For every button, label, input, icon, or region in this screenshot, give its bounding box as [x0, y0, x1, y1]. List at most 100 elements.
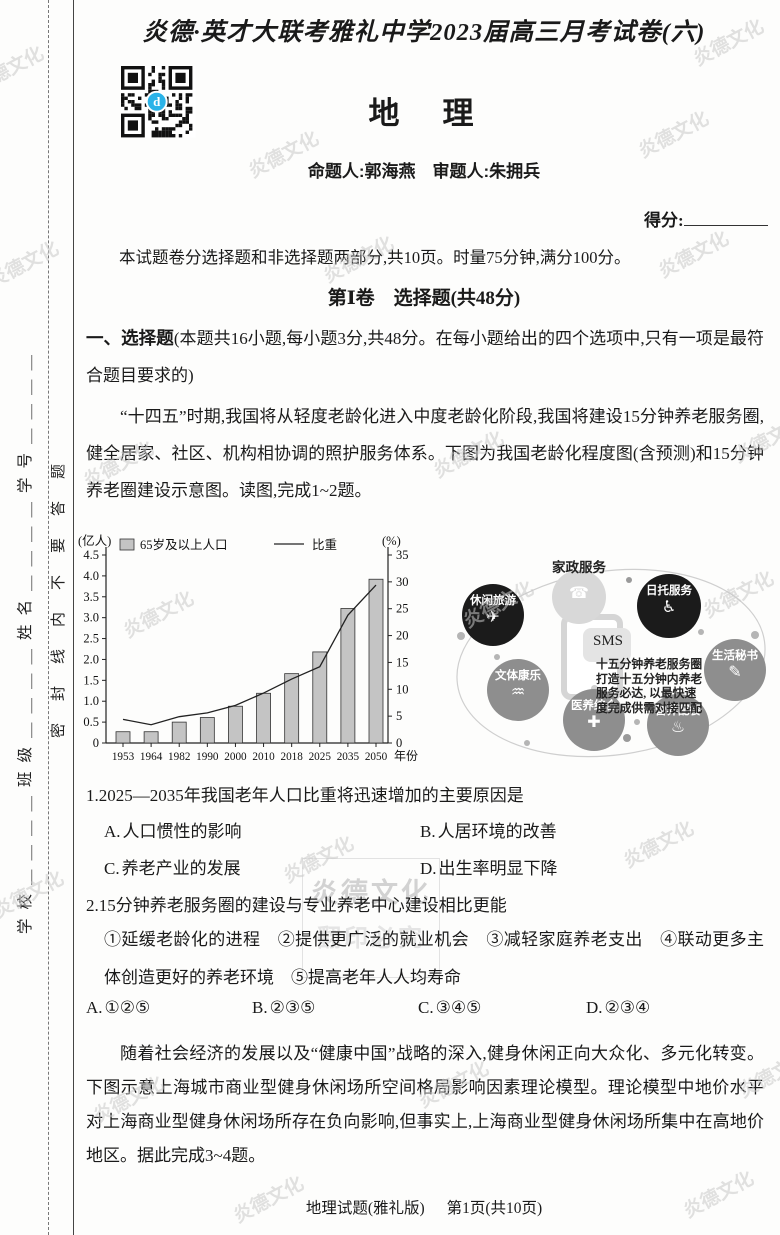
- meal-icon: ♨: [670, 717, 686, 736]
- service-label: 生活秘书: [712, 650, 758, 662]
- svg-text:5: 5: [396, 709, 402, 723]
- service-label: 文体康乐: [495, 670, 541, 682]
- orbit-ellipse: [456, 568, 766, 758]
- svg-text:1964: 1964: [140, 751, 163, 763]
- svg-text:0: 0: [396, 736, 402, 750]
- svg-text:2.0: 2.0: [83, 652, 99, 666]
- service-node-meal: 营养配餐 ♨: [647, 694, 709, 756]
- score-field: 得分:: [644, 206, 768, 231]
- svg-text:30: 30: [396, 575, 409, 589]
- passage-fitness: 随着社会经济的发展以及“健康中国”战略的深入,健身休闲正向大众化、多元化转变。下…: [86, 1044, 764, 1165]
- question-2-items: ①延缓老龄化的进程 ②提供更广泛的就业机会 ③减轻家庭养老支出 ④联动更多主体创…: [104, 930, 764, 987]
- exam-title: 炎德·英才大联考雅礼中学2023届高三月考试卷(六): [142, 19, 706, 46]
- seal-solid-line: [73, 0, 74, 1235]
- center-watermark: 炎德文化 翻印必究: [302, 858, 440, 978]
- question-1-options-row-1: A. 人口惯性的影响 B. 人居环境的改善: [86, 817, 764, 842]
- service-label: 休闲旅游: [470, 595, 516, 607]
- service-node-secretary: 生活秘书 ✎: [704, 639, 766, 701]
- volume-title: 第Ⅰ卷 选择题(共48分): [327, 288, 521, 309]
- description-line: 打造十五分钟内养老: [596, 671, 703, 686]
- seal-warning-text: 密封线内不要答题: [51, 442, 67, 739]
- svg-text:1990: 1990: [196, 751, 219, 763]
- svg-text:25: 25: [396, 602, 409, 616]
- instruction-heading: 一、选择题: [86, 328, 174, 348]
- service-label: 家政服务: [552, 560, 606, 575]
- student-info-fields: 学校＿＿＿＿班级＿＿＿＿姓名＿＿＿＿学号＿＿＿＿: [17, 346, 34, 935]
- svg-text:2035: 2035: [337, 751, 360, 763]
- question-1: 1.2025—2035年我国老年人口比重将迅速增加的主要原因是: [86, 781, 764, 806]
- exam-intro: 本试题卷分选择题和非选择题两部分,共10页。时量75分钟,满分100分。: [119, 248, 631, 267]
- svg-text:20: 20: [396, 629, 409, 643]
- option-c: C. ③④⑤: [418, 998, 482, 1017]
- svg-text:4.5: 4.5: [83, 548, 99, 562]
- service-node-medical: 医养结合 ✚: [563, 689, 625, 751]
- aging-chart: 00.51.01.52.02.53.03.54.04.5051015202530…: [78, 533, 418, 763]
- service-label: 营养配餐: [655, 705, 701, 717]
- question-1-options-row-2: C. 养老产业的发展 D. 出生率明显下降: [86, 854, 764, 879]
- service-label: 医养结合: [571, 700, 617, 712]
- footer-page-info: 第1页(共10页): [446, 1200, 543, 1217]
- svg-text:4.0: 4.0: [83, 569, 99, 583]
- svg-text:15: 15: [396, 655, 409, 669]
- question-text: 15分钟养老服务圈的建设与专业养老中心建设相比更能: [98, 896, 507, 915]
- watermark-text: 炎德文化: [0, 238, 63, 293]
- svg-text:3.5: 3.5: [83, 590, 99, 604]
- service-circle-diagram: SMS 十五分钟养老服务圈 打造十五分钟内养老 服务必达, 以最快速 度完成供需…: [433, 518, 780, 784]
- svg-text:1.5: 1.5: [83, 673, 99, 687]
- description-line: 度完成供需对接匹配: [596, 700, 703, 715]
- medical-icon: ✚: [587, 712, 601, 731]
- svg-text:2025: 2025: [309, 751, 332, 763]
- watermark-text: 炎德文化: [0, 43, 48, 98]
- svg-text:0: 0: [93, 736, 99, 750]
- service-node-palm: 休闲旅游 ✈: [462, 584, 524, 646]
- svg-text:1.0: 1.0: [83, 694, 99, 708]
- svg-text:0.5: 0.5: [83, 715, 99, 729]
- svg-text:10: 10: [396, 682, 409, 696]
- subject-title: 地 理: [368, 96, 480, 131]
- phone-icon: ☎: [569, 583, 589, 602]
- option-b: B. 人居环境的改善: [420, 822, 557, 841]
- svg-text:2.5: 2.5: [83, 632, 99, 646]
- option-b: B. ②③⑤: [252, 998, 316, 1017]
- page-footer: 地理试题(雅礼版) 第1页(共10页): [86, 1196, 762, 1218]
- qr-code: d: [121, 66, 196, 138]
- option-d: D. 出生率明显下降: [420, 859, 558, 878]
- wheelchair-icon: ♿: [661, 597, 677, 616]
- service-circle-description: 十五分钟养老服务圈 打造十五分钟内养老 服务必达, 以最快速 度完成供需对接匹配: [596, 657, 736, 715]
- svg-text:年份: 年份: [394, 749, 418, 763]
- instruction-body: (本题共16小题,每小题3分,共48分。在每小题给出的四个选项中,只有一项是最符…: [86, 329, 764, 385]
- secretary-icon: ✎: [728, 662, 742, 681]
- score-blank-line: [683, 210, 768, 226]
- svg-text:(%): (%): [382, 534, 401, 548]
- svg-text:(亿人): (亿人): [78, 533, 111, 548]
- option-c: C. 养老产业的发展: [104, 859, 241, 878]
- service-label: 日托服务: [646, 585, 692, 597]
- svg-text:2018: 2018: [280, 751, 303, 763]
- description-line: 服务必达, 以最快速: [596, 686, 697, 700]
- service-node-wheelchair: 日托服务 ♿: [637, 574, 701, 638]
- question-number: 2.: [86, 896, 99, 915]
- option-d: D. ②③④: [586, 998, 651, 1017]
- question-text: 2025—2035年我国老年人口比重将迅速增加的主要原因是: [98, 786, 524, 805]
- svg-text:3.0: 3.0: [83, 611, 99, 625]
- setters-line: 命题人:郭海燕 审题人:朱拥兵: [307, 162, 541, 181]
- svg-text:比重: 比重: [312, 537, 337, 552]
- section-instruction: 一、选择题(本题共16小题,每小题3分,共48分。在每小题给出的四个选项中,只有…: [86, 320, 764, 394]
- svg-text:1953: 1953: [112, 751, 135, 763]
- question-2-options-row: A. ①②⑤ B. ②③⑤ C. ③④⑤ D. ②③④: [86, 998, 776, 1018]
- service-node-swimmer: 文体康乐 ♒: [487, 659, 549, 721]
- question-2: 2.15分钟养老服务圈的建设与专业养老中心建设相比更能: [86, 891, 764, 916]
- option-a: A. 人口惯性的影响: [104, 822, 242, 841]
- sms-label: SMS: [593, 633, 624, 649]
- service-node-phone: ☎: [552, 570, 606, 624]
- passage-aging: “十四五”时期,我国将从轻度老龄化进入中度老龄化阶段,我国将建设15分钟养老服务…: [86, 407, 764, 500]
- svg-text:1982: 1982: [168, 751, 190, 763]
- svg-text:35: 35: [396, 548, 409, 562]
- swimmer-icon: ♒: [510, 682, 526, 701]
- svg-text:2000: 2000: [224, 751, 247, 763]
- svg-text:2010: 2010: [252, 751, 275, 763]
- svg-text:2050: 2050: [365, 751, 388, 763]
- score-label: 得分:: [644, 211, 684, 230]
- svg-text:65岁及以上人口: 65岁及以上人口: [140, 537, 228, 552]
